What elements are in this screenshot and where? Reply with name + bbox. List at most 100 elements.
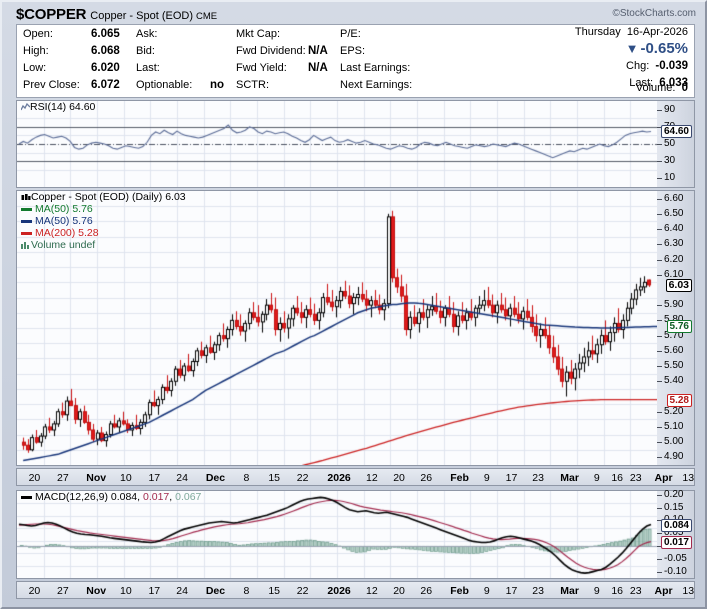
x-axis-label: 2026 — [327, 585, 351, 597]
percent-change-value: -0.65% — [640, 40, 688, 57]
ma50-value-tag: 5.76 — [666, 320, 692, 334]
x-axis-label: 10 — [120, 472, 132, 484]
last-earnings-label: Last Earnings: — [340, 62, 411, 74]
y-tick-label: 0.20 — [664, 490, 684, 500]
ma50-blue-label: MA(50) 5.76 — [35, 215, 93, 227]
x-axis-label: 23 — [629, 585, 642, 597]
macd-panel: 0.200.150.100.050.00-0.05-0.10 MACD(12,2… — [16, 490, 695, 579]
macd-x-axis: 20 27 Nov 10 17 24 Dec 8 15 22 2026 12 20 26 Feb 9 17 23 M… — [16, 581, 695, 599]
y-tick-label: 6.60 — [664, 192, 684, 204]
quote-date: Thursday 16-Apr-2026 — [575, 26, 688, 38]
y-tick-mark — [657, 381, 662, 383]
ma50-green-swatch-icon — [21, 207, 32, 211]
chg-value: -0.039 — [655, 60, 688, 72]
x-axis-label: 12 — [366, 585, 378, 597]
prev-close-label: Prev Close: — [23, 79, 80, 91]
x-axis-label: 24 — [176, 472, 188, 484]
y-tick-mark — [657, 229, 662, 231]
x-axis-label: 17 — [505, 585, 518, 597]
x-axis-label: Mar — [560, 585, 579, 597]
macd-signal-tag: 0.017 — [660, 535, 692, 549]
x-axis-label: 16 — [611, 472, 624, 484]
x-axis-label: Apr — [654, 472, 673, 484]
x-axis-label: Dec — [205, 585, 226, 597]
macd-canvas — [17, 491, 657, 578]
x-axis-label: 8 — [243, 472, 250, 484]
x-axis-label: 17 — [148, 472, 161, 484]
y-tick-mark — [657, 244, 662, 246]
y-tick-label: 5.60 — [664, 344, 684, 356]
macd-sep2: , — [169, 491, 173, 503]
y-tick-mark — [657, 366, 662, 368]
percent-change: ▼ -0.65% — [626, 40, 688, 57]
y-tick-mark — [657, 320, 662, 322]
x-axis-label: 17 — [148, 585, 161, 597]
y-tick-label: 5.80 — [664, 315, 683, 325]
ma200-swatch-icon — [21, 231, 32, 235]
rsi-value-tag: 64.60 — [660, 125, 692, 139]
x-axis-label: 27 — [57, 585, 69, 597]
symbol-description: Copper - Spot (EOD) — [90, 10, 193, 22]
x-axis-label: 9 — [483, 472, 490, 484]
price-legend-text: Copper - Spot (EOD) (Daily) 6.03 — [31, 191, 186, 203]
y-tick-mark — [657, 198, 662, 200]
y-tick-mark — [657, 213, 662, 215]
x-axis-label: Nov — [86, 472, 107, 484]
y-tick-label: 6.50 — [664, 207, 684, 219]
last-row: Last: 6.033 — [629, 77, 688, 89]
x-axis-label: Feb — [450, 585, 469, 597]
x-axis-label: 17 — [505, 472, 518, 484]
volume-row: Volume: 0 — [636, 82, 688, 94]
x-axis-label: 20 — [28, 585, 41, 597]
x-axis-label: 23 — [532, 472, 544, 484]
y-tick-mark — [657, 178, 662, 180]
y-tick-mark — [657, 442, 662, 444]
ask-label: Ask: — [136, 28, 158, 40]
x-axis-label: 26 — [420, 585, 433, 597]
y-tick-mark — [657, 520, 662, 522]
volume-bars-icon — [21, 241, 31, 249]
stockcharts-brand: ©StockCharts.com — [612, 8, 696, 19]
symbol-exchange: CME — [196, 11, 218, 22]
optionable-label: Optionable: — [136, 79, 193, 91]
mkt-cap-label: Mkt Cap: — [236, 28, 281, 40]
x-axis-label: 20 — [393, 585, 405, 597]
fwd-yield-value: N/A — [308, 62, 328, 74]
y-tick-label: 6.30 — [664, 238, 684, 250]
x-axis-label: 24 — [176, 585, 188, 597]
low-label: Low: — [23, 62, 47, 74]
quote-date-value: 16-Apr-2026 — [626, 26, 688, 38]
y-tick-mark — [657, 546, 662, 547]
symbol-ticker: $COPPER — [16, 6, 87, 23]
y-tick-label: 5.50 — [664, 360, 684, 372]
y-tick-label: 5.00 — [664, 436, 684, 448]
y-tick-label: 5.70 — [664, 329, 684, 341]
brand-text: StockCharts.com — [619, 8, 696, 19]
y-tick-label: 6.40 — [664, 223, 684, 235]
macd-line-swatch-icon — [21, 495, 32, 499]
x-axis-label: 22 — [296, 472, 309, 484]
y-tick-mark — [657, 259, 662, 261]
y-tick-label: 0.15 — [664, 501, 684, 513]
rsi-y-axis: 9070503010 — [657, 100, 695, 188]
y-tick-mark — [657, 335, 662, 337]
x-axis-label: 13 — [682, 585, 695, 597]
open-value: 6.065 — [91, 28, 120, 40]
x-axis-label: 26 — [420, 472, 433, 484]
pe-label: P/E: — [340, 28, 361, 40]
y-tick-label: 5.10 — [664, 420, 684, 432]
y-tick-mark — [657, 571, 662, 573]
y-tick-mark — [657, 494, 662, 496]
macd-value-2: 0.017 — [143, 491, 170, 503]
y-tick-label: 50 — [664, 138, 676, 149]
down-arrow-icon: ▼ — [625, 41, 639, 56]
y-tick-label: 5.20 — [664, 405, 684, 417]
x-axis-label: 15 — [268, 472, 281, 484]
y-tick-label: 0.05 — [664, 527, 684, 539]
x-axis-label: 23 — [532, 585, 544, 597]
y-tick-mark — [657, 305, 662, 307]
y-tick-mark — [657, 411, 662, 413]
high-label: High: — [23, 45, 49, 57]
macd-value-1: 0.084 — [110, 491, 138, 503]
